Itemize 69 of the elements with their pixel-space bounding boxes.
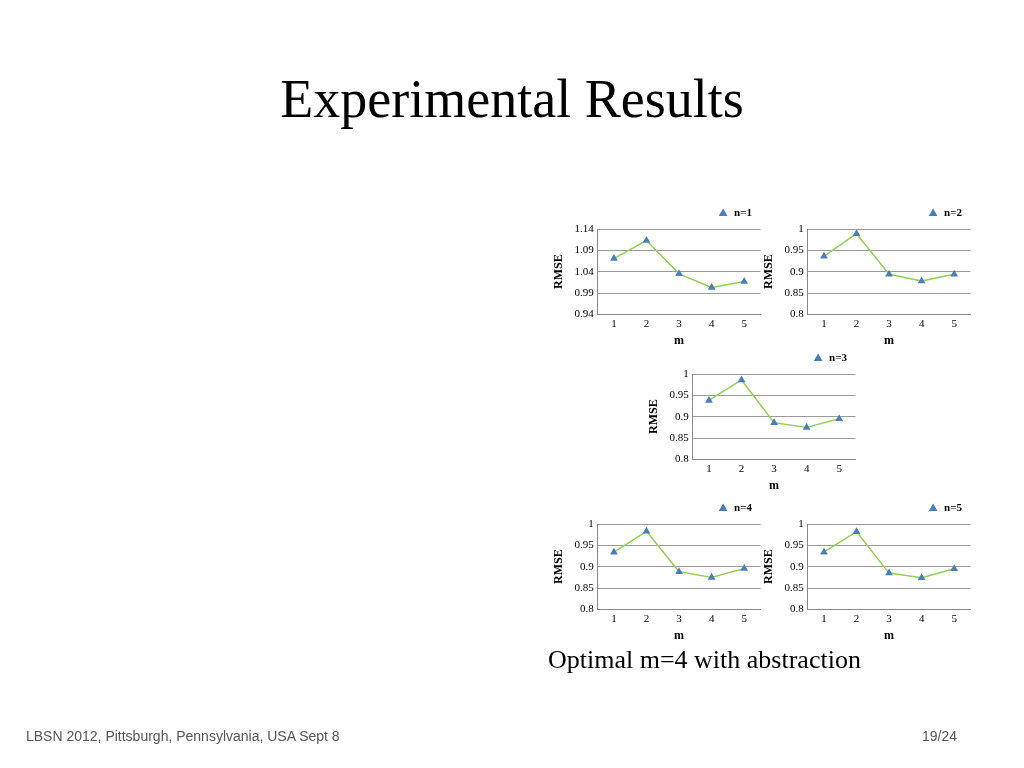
y-axis-title: RMSE — [761, 549, 776, 585]
y-tick-label: 1.14 — [574, 221, 595, 234]
y-axis-title: RMSE — [646, 399, 661, 435]
y-tick-label: 0.9 — [579, 559, 595, 572]
x-axis-title: m — [674, 627, 685, 642]
x-tick-label: 4 — [918, 316, 925, 329]
y-tick-label: 0.85 — [784, 285, 805, 298]
y-tick-label: 0.85 — [784, 580, 805, 593]
y-tick-label: 0.85 — [574, 580, 595, 593]
x-tick-label: 2 — [738, 461, 745, 474]
x-axis-title: m — [769, 477, 780, 492]
y-tick-label: 0.85 — [669, 430, 690, 443]
x-tick-label: 2 — [643, 611, 650, 624]
text: Optimal m=4 with abstraction — [548, 645, 861, 675]
x-tick-label: 5 — [951, 611, 958, 624]
x-tick-label: 5 — [951, 316, 958, 329]
y-tick-label: 1 — [798, 221, 804, 234]
x-tick-label: 4 — [708, 316, 715, 329]
x-tick-label: 3 — [886, 316, 893, 329]
x-tick-label: 4 — [803, 461, 810, 474]
y-tick-label: 0.95 — [574, 538, 595, 551]
x-tick-label: 3 — [676, 611, 683, 624]
text: LBSN 2012, Pittsburgh, Pennsylvania, USA Sept 8 — [26, 728, 340, 744]
x-tick-label: 4 — [918, 611, 925, 624]
legend-label: n=4 — [734, 501, 753, 514]
y-axis-title: RMSE — [761, 254, 776, 290]
x-tick-label: 3 — [771, 461, 778, 474]
y-tick-label: 1 — [798, 516, 804, 529]
y-tick-label: 0.8 — [789, 602, 805, 615]
y-tick-label: 0.9 — [789, 264, 805, 277]
x-tick-label: 3 — [676, 316, 683, 329]
y-tick-label: 0.9 — [674, 409, 690, 422]
legend-label: n=1 — [734, 206, 752, 219]
legend-label: n=5 — [944, 501, 963, 514]
legend-label: n=2 — [944, 206, 963, 219]
y-tick-label: 0.8 — [789, 307, 805, 320]
x-tick-label: 1 — [706, 461, 712, 474]
y-tick-label: 0.8 — [579, 602, 595, 615]
x-axis-title: m — [884, 627, 895, 642]
x-tick-label: 4 — [708, 611, 715, 624]
chart-title: Experimental Results — [279, 68, 745, 130]
x-tick-label: 5 — [741, 316, 748, 329]
x-axis-title: m — [884, 332, 895, 347]
y-tick-label: 0.95 — [784, 243, 805, 256]
y-axis-title: RMSE — [551, 254, 566, 290]
y-tick-label: 0.8 — [674, 452, 690, 465]
y-tick-label: 0.94 — [574, 307, 595, 320]
x-tick-label: 2 — [643, 316, 650, 329]
x-tick-label: 2 — [853, 611, 860, 624]
x-tick-label: 1 — [821, 611, 827, 624]
x-axis-title: m — [674, 332, 685, 347]
x-tick-label: 3 — [886, 611, 893, 624]
x-tick-label: 5 — [741, 611, 748, 624]
y-tick-label: 1 — [588, 516, 594, 529]
y-tick-label: 1.04 — [574, 264, 595, 277]
x-tick-label: 1 — [611, 611, 617, 624]
y-tick-label: 0.95 — [669, 388, 690, 401]
y-tick-label: 0.99 — [574, 285, 595, 298]
x-tick-label: 1 — [821, 316, 827, 329]
text: 19/24 — [922, 728, 958, 744]
y-tick-label: 0.9 — [789, 559, 805, 572]
y-tick-label: 1 — [683, 366, 689, 379]
y-tick-label: 0.95 — [784, 538, 805, 551]
x-tick-label: 5 — [836, 461, 843, 474]
x-tick-label: 2 — [853, 316, 860, 329]
y-axis-title: RMSE — [551, 549, 566, 585]
x-tick-label: 1 — [611, 316, 617, 329]
y-tick-label: 1.09 — [574, 243, 595, 256]
legend-label: n=3 — [829, 351, 848, 364]
